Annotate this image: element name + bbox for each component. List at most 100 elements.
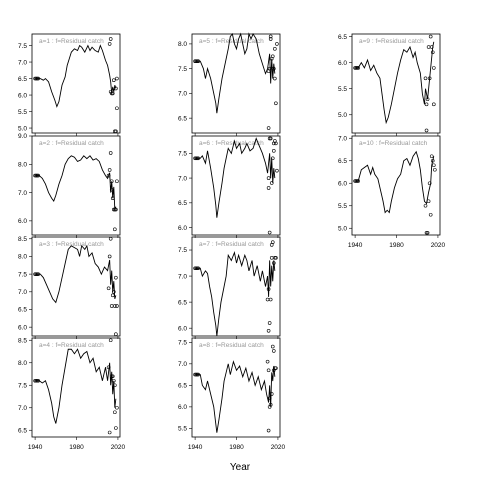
observation-point — [430, 50, 435, 55]
y-tick-label: 6.0 — [18, 324, 27, 331]
y-tick-label: 6.5 — [338, 34, 347, 41]
observation-point — [196, 156, 201, 161]
observation-point — [268, 34, 273, 39]
observation-point — [271, 261, 276, 265]
observation-point — [106, 173, 111, 178]
panel-label: a=8 : f=Residual catch — [199, 342, 264, 349]
observation-point — [111, 207, 116, 212]
observation-point — [114, 129, 118, 134]
observation-point — [356, 66, 361, 70]
observation-point — [36, 173, 41, 178]
observation-point — [35, 173, 39, 178]
y-tick-label: 6.5 — [18, 76, 27, 83]
observation-point — [110, 196, 115, 201]
observation-point — [271, 66, 276, 71]
y-tick-label: 7.0 — [338, 135, 347, 142]
panel-label: a=7 : f=Residual catch — [199, 241, 264, 248]
observation-point — [195, 372, 199, 377]
panel-frame — [351, 33, 441, 134]
y-tick-label: 7.0 — [178, 91, 187, 98]
observation-point — [109, 91, 114, 96]
y-tick-label: 7.0 — [18, 59, 27, 66]
observation-point — [274, 101, 278, 106]
observation-point — [107, 254, 112, 259]
panel-frame — [31, 135, 121, 236]
y-tick-label: 6.0 — [338, 180, 347, 187]
observation-point — [269, 181, 274, 185]
y-tick-label: 6.0 — [178, 225, 187, 232]
observation-point — [431, 163, 436, 168]
observation-point — [108, 236, 113, 241]
panel-a-9: a=9 : f=Residual catch 5.0 5.5 6.0 6.5 — [338, 33, 441, 136]
observation-point — [113, 304, 117, 308]
fitted-line — [195, 137, 276, 218]
x-axis-label: Year — [230, 462, 251, 473]
observation-point — [266, 428, 271, 433]
observation-point — [270, 240, 275, 245]
observation-point — [271, 368, 276, 373]
observation-point — [424, 102, 429, 107]
observation-point — [114, 275, 118, 280]
observation-point — [36, 76, 41, 81]
observation-point — [424, 128, 429, 133]
observation-point — [34, 173, 38, 178]
y-tick-label: 8.0 — [18, 254, 27, 261]
x-tick-label: 1980 — [69, 444, 84, 451]
panel-label: a=1 : f=Residual catch — [39, 38, 104, 45]
observation-point — [113, 129, 117, 134]
observation-point — [271, 149, 276, 153]
observation-point — [109, 179, 114, 184]
observation-point — [196, 266, 201, 271]
fitted-line — [35, 44, 117, 108]
y-tick-label: 7.0 — [178, 175, 187, 182]
y-tick-label: 5.0 — [338, 225, 347, 232]
observation-point — [273, 256, 277, 260]
panel-frame — [191, 337, 281, 438]
panel-a-4: a=4 : f=Residual catch 6.5 7.0 7.5 8.0 8.5 194… — [18, 337, 126, 451]
y-tick-label: 6.0 — [18, 218, 27, 225]
panel-label: a=2 : f=Residual catch — [39, 140, 104, 147]
observation-point — [110, 91, 115, 96]
y-tick-label: 7.0 — [18, 405, 27, 412]
observation-point — [355, 66, 359, 70]
observation-point — [268, 297, 273, 302]
observation-point — [111, 289, 116, 294]
observation-point — [265, 359, 270, 364]
observation-point — [266, 126, 271, 130]
observation-point — [266, 176, 271, 180]
y-tick-label: 5.5 — [178, 426, 187, 433]
observation-point — [111, 78, 116, 82]
observation-point — [428, 34, 433, 39]
y-tick-label: 5.0 — [18, 125, 27, 132]
y-tick-label: 8.5 — [18, 337, 27, 344]
panel-a-1: a=1 : f=Residual catch 5.0 5.5 6.0 6.5 7.0 7.5 — [18, 33, 121, 136]
x-tick-label: 1940 — [188, 444, 203, 451]
observation-point — [267, 321, 272, 325]
y-tick-label: 7.5 — [178, 340, 187, 347]
observation-point — [431, 66, 436, 70]
fitted-line — [195, 32, 276, 114]
y-tick-label: 7.5 — [178, 66, 187, 73]
panel-frame — [31, 337, 121, 438]
observation-point — [425, 97, 430, 101]
fitted-line — [355, 41, 435, 125]
observation-point — [34, 272, 38, 276]
y-tick-label: 6.5 — [178, 383, 187, 390]
x-tick-label: 2020 — [111, 444, 126, 451]
observation-point — [113, 227, 117, 232]
observation-point — [109, 374, 114, 379]
observation-point — [270, 344, 275, 349]
observation-point — [266, 186, 271, 190]
observation-point — [107, 430, 112, 435]
y-tick-label: 6.0 — [18, 92, 27, 99]
panel-frame — [351, 135, 441, 236]
observation-point — [108, 338, 113, 343]
observation-point — [430, 158, 435, 163]
observation-point — [195, 59, 199, 64]
observation-point — [196, 59, 201, 64]
x-tick-label: 1980 — [229, 444, 244, 451]
observation-point — [266, 287, 271, 291]
y-tick-label: 7.0 — [18, 289, 27, 296]
observation-point — [110, 374, 115, 379]
panel-label: a=3 : f=Residual catch — [39, 241, 104, 248]
